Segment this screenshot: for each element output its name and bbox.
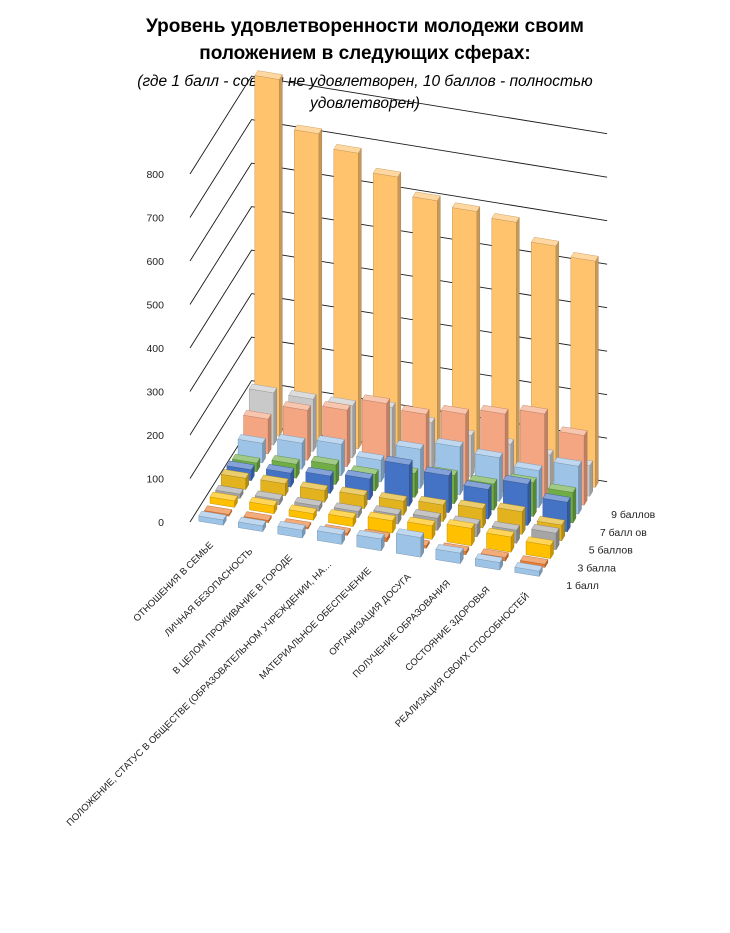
chart-title-line-2: положением в следующих сферах:	[199, 43, 531, 64]
bar	[237, 516, 267, 533]
bar	[198, 510, 227, 526]
chart-title-line-1: Уровень удовлетворенности молодежи своим	[146, 16, 584, 37]
bar	[260, 474, 289, 497]
gridline	[189, 336, 608, 436]
depth-label: 7 балл ов	[600, 527, 647, 539]
gridline	[189, 75, 608, 175]
chart-title: Уровень удовлетворенности молодежи своим…	[146, 16, 584, 64]
y-tick-label: 500	[146, 300, 164, 312]
bar	[328, 509, 357, 528]
bar	[288, 504, 317, 521]
category-label: ОРГАНИЗАЦИЯ ДОСУГА	[327, 571, 414, 658]
gridline	[189, 206, 608, 305]
bar	[209, 491, 238, 509]
gridline	[189, 162, 608, 262]
bar	[220, 469, 250, 491]
bar	[435, 544, 464, 565]
bar	[293, 124, 323, 444]
bar	[474, 553, 504, 571]
depth-label: 3 балла	[578, 562, 617, 574]
bar	[277, 521, 306, 539]
depth-label: 5 баллов	[589, 545, 634, 557]
bar	[514, 562, 543, 578]
bar	[446, 519, 475, 547]
bar	[486, 527, 515, 553]
y-tick-label: 600	[146, 256, 164, 268]
y-tick-label: 800	[146, 169, 164, 181]
depth-label: 1 балл	[566, 580, 599, 592]
chart-subtitle-line-1: (где 1 балл - совсем не удовлетворен, 10…	[137, 73, 593, 90]
category-label: СОСТОЯНИЕ ЗДОРОВЬЯ	[403, 585, 492, 674]
category-label: ОТНОШЕНИЯ В СЕМЬЕ	[131, 540, 215, 624]
gridlines	[189, 75, 608, 523]
bar	[367, 511, 396, 534]
bar	[254, 70, 283, 437]
y-tick-label: 0	[158, 517, 164, 529]
bars	[198, 70, 599, 578]
bar	[316, 525, 346, 546]
gridline	[189, 119, 608, 218]
depth-label: 9 баллов	[611, 509, 656, 521]
y-tick-label: 200	[146, 430, 164, 442]
gridline	[189, 249, 608, 349]
bar	[395, 528, 425, 558]
y-tick-label: 400	[146, 343, 164, 355]
y-tick-label: 700	[146, 213, 164, 225]
y-axis-ticks: 0 100 200 300 400 500 600 700 800	[146, 169, 164, 529]
y-tick-label: 100	[146, 474, 164, 486]
chart-subtitle: (где 1 балл - совсем не удовлетворен, 10…	[137, 73, 593, 112]
series-depth-labels: 1 балл 3 балла 5 баллов 7 балл ов 9 баллов	[566, 509, 655, 592]
gridline	[189, 293, 608, 392]
bar	[249, 496, 278, 515]
category-label: ПОЛУЧЕНИЕ ОБРАЗОВАНИЯ	[351, 578, 453, 680]
chart-subtitle-line-2: удовлетворен)	[309, 95, 420, 112]
bar	[356, 529, 385, 552]
bar	[412, 191, 441, 463]
category-label: ЛИЧНАЯ БЕЗОПАСНОСТЬ	[163, 546, 256, 639]
bar	[525, 536, 554, 560]
y-tick-label: 300	[146, 387, 164, 399]
